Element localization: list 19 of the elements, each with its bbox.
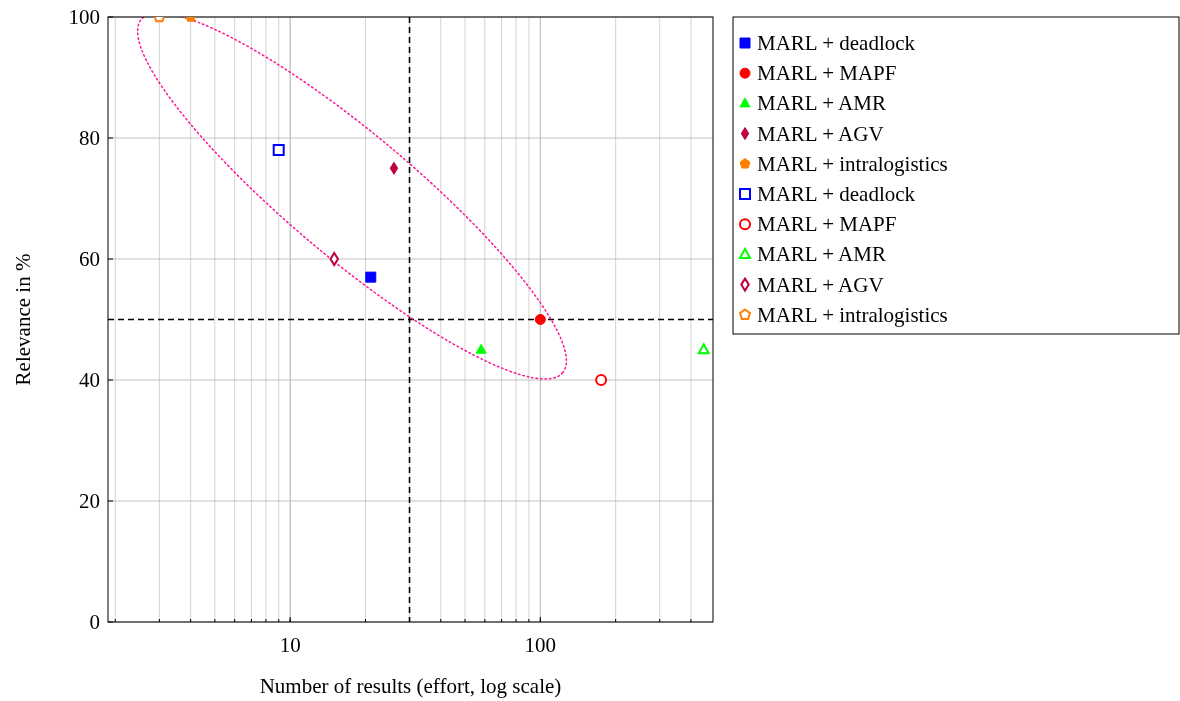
y-axis-title: Relevance in %	[11, 253, 35, 386]
legend-label: MARL + AMR	[757, 242, 886, 267]
y-tick-label: 0	[89, 610, 100, 634]
y-tick-label: 80	[79, 126, 100, 150]
legend-label: MARL + deadlock	[757, 182, 916, 206]
y-tick-label: 100	[68, 5, 100, 29]
legend-label: MARL + MAPF	[757, 61, 897, 86]
y-tick-label: 40	[79, 368, 100, 392]
legend-label: MARL + AGV	[757, 121, 884, 146]
legend-label: MARL + AMR	[757, 91, 886, 116]
y-tick-label: 60	[79, 247, 100, 271]
legend-label: MARL + AGV	[757, 272, 884, 297]
y-tick-label: 20	[79, 489, 100, 513]
legend-label: MARL + intralogistics	[757, 302, 948, 327]
legend-label: MARL + intralogistics	[757, 151, 948, 176]
x-axis-title: Number of results (effort, log scale)	[259, 674, 562, 698]
x-tick-label: 10	[279, 633, 301, 657]
legend-label: MARL + MAPF	[757, 212, 897, 237]
legend-label: MARL + deadlock	[757, 31, 916, 55]
